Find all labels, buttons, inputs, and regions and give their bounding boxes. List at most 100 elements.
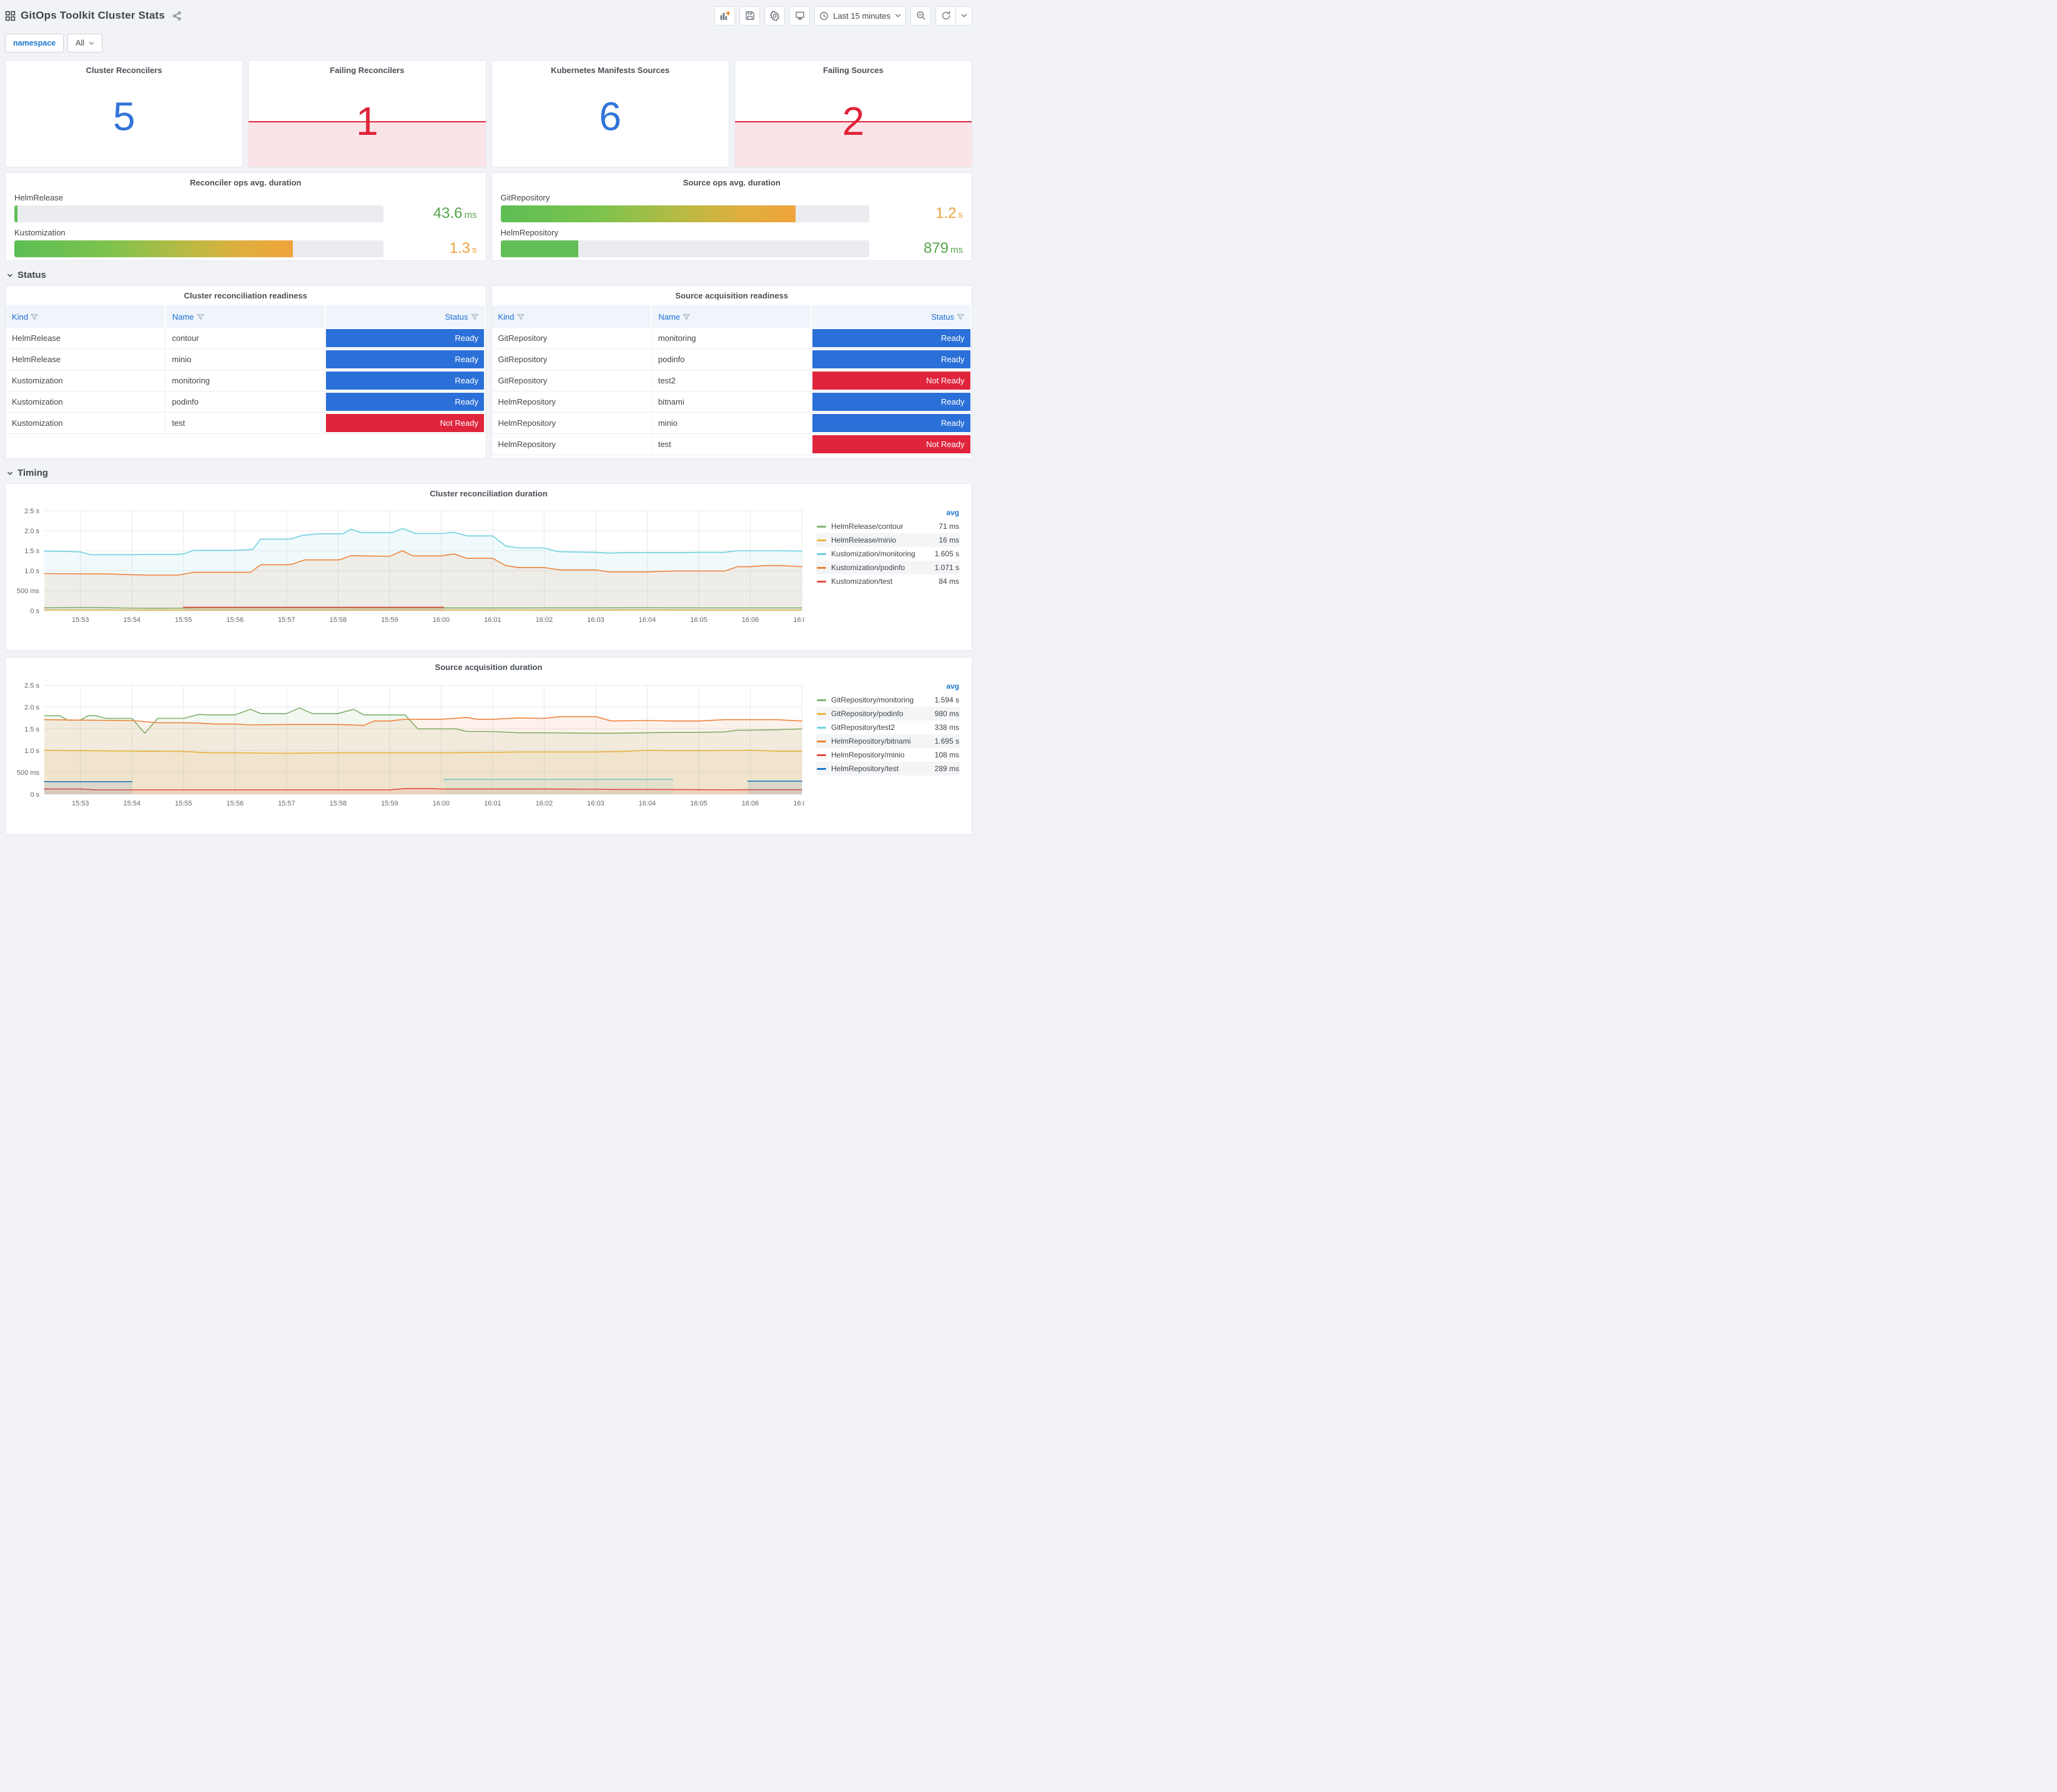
legend-item[interactable]: HelmRepository/bitnami 1.695 s — [816, 734, 960, 748]
stat-panel-cluster-reconcilers[interactable]: Cluster Reconcilers 5 — [5, 60, 244, 167]
gauge-list: HelmRelease 43.6 ms Kustomization 1.3 s — [14, 193, 477, 257]
panel-title: Source acquisition readiness — [675, 291, 789, 300]
namespace-variable-value[interactable]: All — [67, 34, 103, 52]
series-name[interactable]: HelmRepository/minio — [831, 751, 905, 759]
gauge-label: Kustomization — [14, 228, 66, 237]
series-name[interactable]: HelmRepository/bitnami — [831, 737, 911, 746]
x-axis-label: 16:00 — [433, 616, 450, 624]
y-axis-label: 1.0 s — [24, 568, 39, 575]
stat-value: 5 — [112, 94, 136, 139]
x-axis-label: 16:06 — [742, 800, 759, 807]
legend-item[interactable]: HelmRepository/test 289 ms — [816, 762, 960, 775]
settings-button[interactable] — [764, 6, 786, 26]
gauge-value: 43.6 ms — [433, 205, 477, 222]
zoom-out-button[interactable] — [910, 6, 931, 26]
namespace-variable-label[interactable]: namespace — [5, 34, 64, 52]
y-axis-label: 1.0 s — [24, 747, 39, 755]
x-axis-label: 16:07 — [793, 800, 804, 807]
x-axis-label: 16:01 — [484, 616, 501, 624]
legend-item[interactable]: Kustomization/test 84 ms — [816, 574, 960, 588]
legend-item[interactable]: HelmRepository/minio 108 ms — [816, 748, 960, 762]
add-panel-button[interactable] — [714, 6, 736, 26]
timeseries-plot[interactable]: 15:53 15:54 15:55 15:56 15:57 15:58 15:59 16:00… — [8, 501, 812, 630]
column-header-kind[interactable]: Kind — [491, 305, 653, 328]
series-name[interactable]: GitRepository/podinfo — [831, 709, 904, 718]
y-axis-label: 2.0 s — [24, 704, 39, 711]
gauge-panel-source-ops[interactable]: Source ops avg. duration GitRepository 1.… — [491, 172, 972, 261]
cell-kind: HelmRepository — [491, 391, 652, 413]
panel-title: Cluster reconciliation readiness — [184, 291, 307, 300]
legend-avg-header[interactable]: avg — [946, 508, 959, 517]
series-color-dash — [817, 712, 826, 715]
y-axis-label: 2.5 s — [24, 682, 39, 689]
x-axis-label: 15:58 — [330, 800, 347, 807]
x-axis-label: 15:59 — [381, 616, 398, 624]
refresh-split-button — [935, 6, 972, 26]
legend-item[interactable]: GitRepository/monitoring 1.594 s — [816, 693, 960, 707]
column-header-name[interactable]: Name — [165, 305, 326, 328]
series-color-dash — [817, 754, 826, 756]
refresh-button[interactable] — [935, 6, 956, 26]
x-axis-label: 15:56 — [227, 800, 244, 807]
namespace-variable-value-text: All — [76, 39, 85, 47]
legend-item[interactable]: GitRepository/test2 338 ms — [816, 721, 960, 734]
cell-name: minio — [165, 348, 326, 370]
column-header-status[interactable]: Status — [811, 305, 972, 328]
chevron-down-icon — [7, 273, 13, 277]
series-area — [747, 781, 802, 794]
gauge-value: 1.3 s — [449, 240, 477, 257]
section-header-status[interactable]: Status — [6, 270, 972, 280]
series-avg-value: 1.071 s — [934, 563, 959, 572]
gauge-fill — [500, 205, 796, 222]
legend-avg-header[interactable]: avg — [946, 682, 959, 691]
table-row: GitRepository monitoring Ready — [491, 328, 972, 349]
time-range-picker[interactable]: Last 15 minutes — [814, 6, 906, 26]
legend-item[interactable]: GitRepository/podinfo 980 ms — [816, 707, 960, 721]
series-name[interactable]: HelmRelease/contour — [831, 522, 904, 531]
cell-name: monitoring — [651, 328, 812, 349]
save-dashboard-button[interactable] — [739, 6, 761, 26]
tv-mode-button[interactable] — [789, 6, 811, 26]
gauge-fill — [500, 240, 578, 257]
refresh-interval-dropdown[interactable] — [956, 6, 972, 26]
chart-legend: avg HelmRelease/contour 71 ms HelmRelease/m… — [812, 501, 969, 630]
timeseries-plot[interactable]: 15:53 15:54 15:55 15:56 15:57 15:58 15:59 16:00… — [8, 674, 812, 814]
series-line — [44, 528, 802, 556]
series-name[interactable]: Kustomization/monitoring — [831, 549, 915, 558]
series-line — [44, 749, 802, 754]
stat-value: 2 — [842, 98, 865, 144]
series-name[interactable]: Kustomization/test — [831, 577, 893, 586]
series-name[interactable]: HelmRepository/test — [831, 764, 899, 773]
section-header-timing[interactable]: Timing — [6, 468, 972, 478]
legend-item[interactable]: Kustomization/podinfo 1.071 s — [816, 561, 960, 574]
gauge-panel-reconciler-ops[interactable]: Reconciler ops avg. duration HelmRelease… — [5, 172, 486, 261]
y-axis-label: 500 ms — [17, 769, 40, 777]
x-axis-label: 15:54 — [124, 800, 141, 807]
table-row: GitRepository podinfo Ready — [491, 348, 972, 370]
gauge-track — [14, 205, 383, 222]
column-header-kind[interactable]: Kind — [6, 305, 166, 328]
column-header-status[interactable]: Status — [325, 305, 486, 328]
stat-panel-failing-sources[interactable]: Failing Sources 2 — [734, 60, 972, 167]
gauge-value: 879 ms — [923, 240, 963, 257]
series-name[interactable]: GitRepository/monitoring — [831, 696, 914, 704]
share-icon[interactable] — [172, 11, 182, 21]
stat-alert-sparkline — [734, 121, 972, 167]
legend-item[interactable]: Kustomization/monitoring 1.605 s — [816, 547, 960, 561]
series-name[interactable]: HelmRelease/minio — [831, 536, 897, 544]
column-header-name[interactable]: Name — [651, 305, 812, 328]
gauge-fill — [14, 240, 293, 257]
cell-name: contour — [165, 328, 326, 349]
cell-name: test — [651, 433, 812, 455]
series-name[interactable]: Kustomization/podinfo — [831, 563, 905, 572]
table-row: HelmRepository minio Ready — [491, 412, 972, 434]
stat-panel-failing-reconcilers[interactable]: Failing Reconcilers 1 — [248, 60, 486, 167]
series-name[interactable]: GitRepository/test2 — [831, 723, 895, 732]
stat-panel-kubernetes-manifests-sources[interactable]: Kubernetes Manifests Sources 6 — [491, 60, 729, 167]
legend-item[interactable]: HelmRelease/minio 16 ms — [816, 533, 960, 547]
dashboard-grid-icon[interactable] — [5, 11, 16, 21]
panel-title: Cluster Reconcilers — [86, 66, 162, 75]
series-avg-value: 980 ms — [934, 709, 959, 718]
legend-item[interactable]: HelmRelease/contour 71 ms — [816, 519, 960, 533]
status-badge: Not Ready — [812, 435, 970, 453]
